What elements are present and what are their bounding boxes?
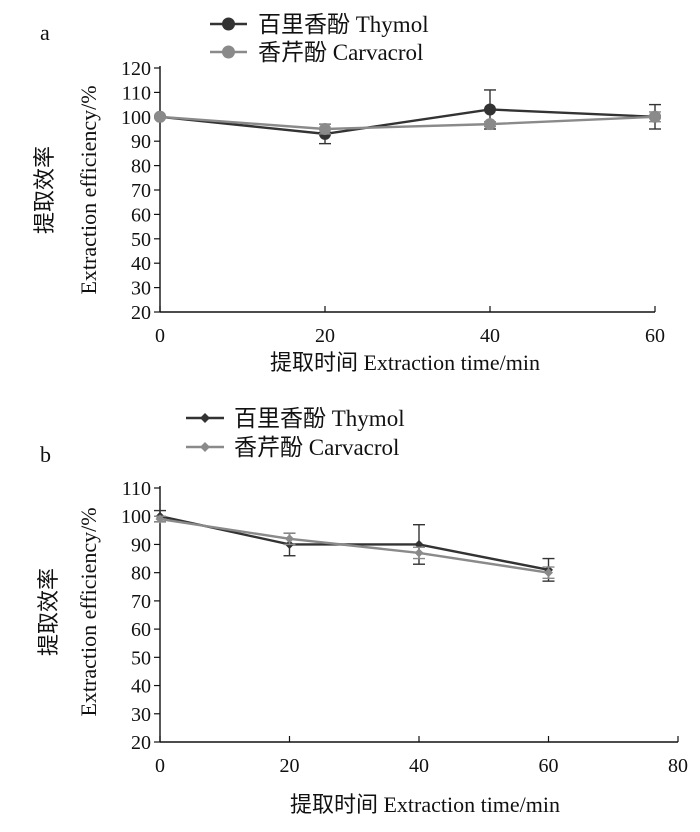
y-tick-label: 100 [121,506,151,528]
legend-marker [200,413,210,423]
y-tick-label: 40 [131,676,151,698]
y-tick-label: 20 [131,732,151,754]
legend-label: 香芹酚 Carvacrol [258,40,423,65]
x-tick-label: 60 [539,755,559,777]
y-tick-label: 70 [131,180,151,202]
legend-label: 香芹酚 Carvacrol [234,435,399,460]
y-tick-label: 60 [131,204,151,226]
series-line [159,515,549,572]
y-tick-label: 90 [131,131,151,153]
y-tick-label: 70 [131,591,151,613]
panel-label: a [40,20,50,45]
legend-marker [222,17,235,31]
x-tick-label: 60 [645,325,665,347]
data-point [484,103,496,116]
data-point [319,123,331,135]
data-point [285,534,294,544]
y-tick-label: 90 [131,534,151,556]
y-tick-label: 100 [121,107,151,129]
x-tick-label: 0 [155,755,165,777]
series-line [159,517,549,574]
y-tick-label: 30 [131,278,151,300]
data-point [544,568,553,578]
series-line [159,115,656,131]
y-axis-label-en: Extraction efficiency/% [76,85,101,294]
x-tick-label: 0 [155,325,165,347]
data-point [414,548,424,558]
data-point [484,118,496,131]
panel-label: b [40,442,51,467]
data-point [155,514,165,524]
y-tick-label: 110 [122,478,151,500]
y-tick-label: 30 [131,704,151,726]
y-axis-label-cn: 提取效率 [32,146,57,234]
x-tick-label: 40 [409,755,429,777]
legend-marker [222,45,235,59]
y-tick-label: 110 [122,82,151,104]
y-tick-label: 20 [131,302,151,324]
x-tick-label: 40 [480,325,500,347]
y-tick-label: 50 [131,647,151,669]
legend-label: 百里香酚 Thymol [258,12,429,37]
x-axis-label: 提取时间 Extraction time/min [270,350,540,375]
data-point [649,110,661,123]
y-tick-label: 50 [131,229,151,251]
y-tick-label: 120 [121,58,151,80]
y-tick-label: 60 [131,619,151,641]
y-axis-label-cn: 提取效率 [36,568,61,656]
x-tick-label: 20 [280,755,300,777]
legend-marker [200,442,210,452]
y-tick-label: 80 [131,563,151,585]
data-point [154,110,166,123]
legend-label: 百里香酚 Thymol [234,406,405,431]
series-line [159,108,656,136]
y-tick-label: 40 [131,253,151,275]
y-tick-label: 80 [131,156,151,178]
y-axis-label-en: Extraction efficiency/% [76,507,101,716]
x-axis-label: 提取时间 Extraction time/min [290,792,560,817]
x-tick-label: 20 [315,325,335,347]
x-tick-label: 80 [668,755,688,777]
